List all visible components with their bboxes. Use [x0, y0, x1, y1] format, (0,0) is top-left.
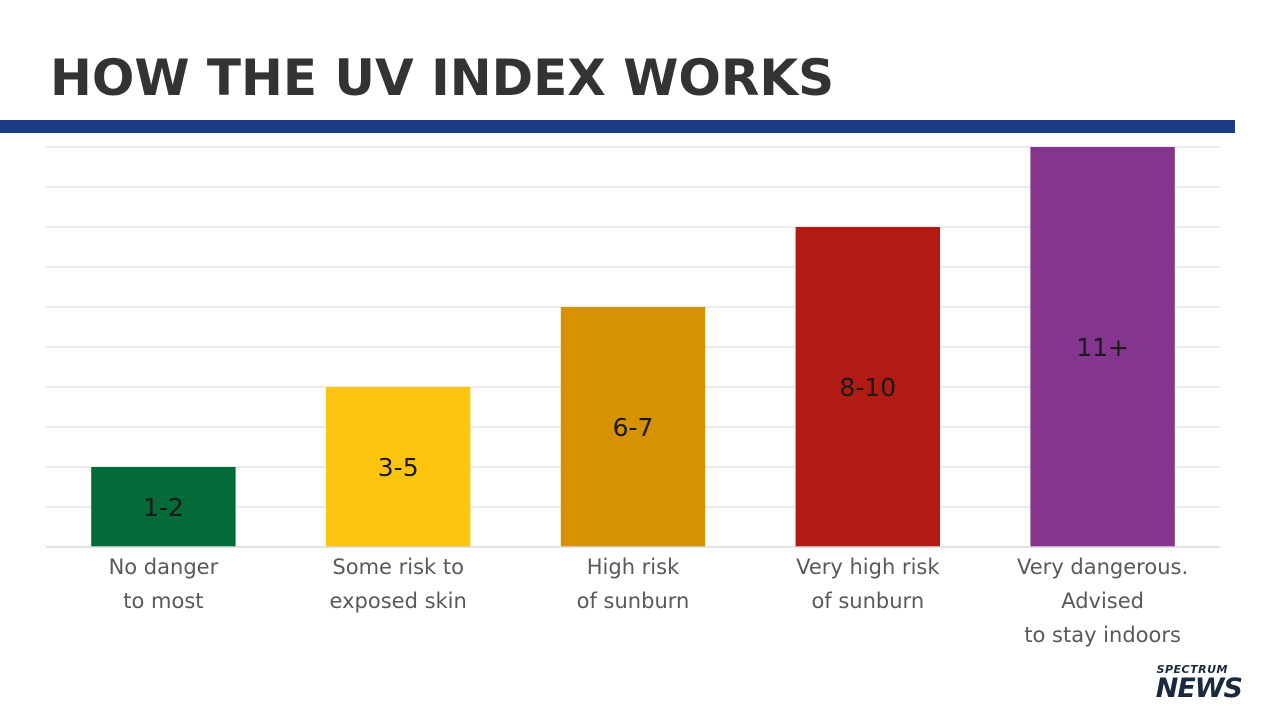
category-label: of sunburn: [577, 589, 690, 613]
category-label: Very high risk: [796, 555, 940, 579]
category-label: of sunburn: [811, 589, 924, 613]
category-label: to stay indoors: [1024, 623, 1181, 647]
bar-value-label: 3-5: [378, 453, 419, 482]
title-rule: [0, 120, 1235, 133]
spectrum-news-logo: SPECTRUM NEWS: [1155, 663, 1243, 704]
category-label: High risk: [587, 555, 680, 579]
bar-value-label: 8-10: [839, 373, 896, 402]
category-label: exposed skin: [330, 589, 467, 613]
logo-top-text: SPECTRUM: [1156, 663, 1228, 676]
logo-bottom-text: NEWS: [1155, 673, 1243, 704]
bar: [325, 387, 471, 547]
bar: [560, 307, 706, 547]
bar: [91, 467, 236, 547]
category-label: No danger: [109, 555, 219, 579]
category-label: Advised: [1061, 589, 1144, 613]
bar-value-label: 1-2: [143, 493, 184, 522]
bar: [795, 227, 941, 547]
bar: [1030, 147, 1175, 547]
category-label: Very dangerous.: [1017, 555, 1188, 579]
bar-value-label: 6-7: [613, 413, 654, 442]
category-label: Some risk to: [332, 555, 464, 579]
category-label: to most: [123, 589, 203, 613]
page-title: HOW THE UV INDEX WORKS: [50, 49, 835, 107]
bar-value-label: 11+: [1076, 333, 1129, 362]
